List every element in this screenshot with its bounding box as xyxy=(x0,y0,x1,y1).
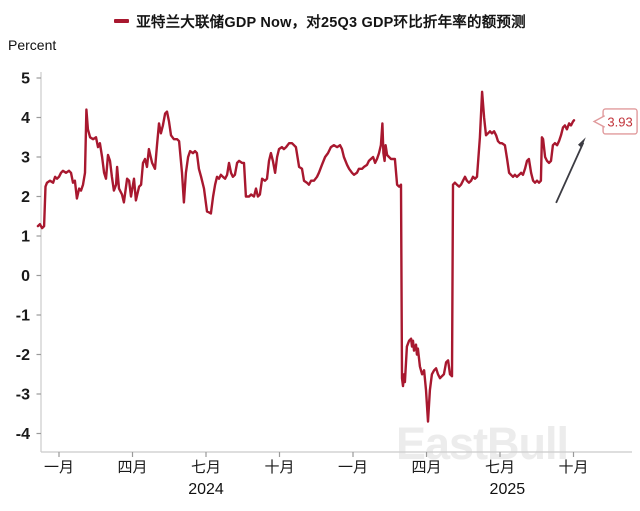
y-tick-label: 1 xyxy=(21,229,30,246)
gdpnow-line xyxy=(36,90,576,423)
y-tick-label: 5 xyxy=(21,71,30,88)
y-axis-title: Percent xyxy=(8,37,57,53)
y-tick-label: -2 xyxy=(16,347,30,364)
trend-arrow-shaft xyxy=(555,142,585,204)
x-tick-label: 四月 xyxy=(117,459,147,476)
trend-arrow-head xyxy=(578,137,586,148)
y-tick-label: -4 xyxy=(16,426,30,443)
year-label: 2025 xyxy=(490,481,526,498)
x-tick-label: 七月 xyxy=(191,459,221,476)
x-tick-label: 十月 xyxy=(264,459,294,476)
legend: 亚特兰大联储GDP Now，对25Q3 GDP环比折年率的额预测 xyxy=(0,10,640,32)
x-tick-label: 十月 xyxy=(558,459,588,476)
x-tick-label: 七月 xyxy=(485,459,515,476)
x-tick-label: 一月 xyxy=(338,459,368,476)
value-callout: 3.93 xyxy=(592,108,638,135)
legend-line-marker xyxy=(114,19,130,23)
y-tick-label: -3 xyxy=(16,387,30,404)
y-tick-label: -1 xyxy=(16,308,30,325)
x-tick-label: 四月 xyxy=(411,459,441,476)
callout-notch-fill xyxy=(594,115,605,128)
callout-value-label: 3.93 xyxy=(607,114,632,129)
year-label: 2024 xyxy=(188,481,224,498)
y-tick-label: 3 xyxy=(21,150,30,167)
x-tick-label: 一月 xyxy=(44,459,74,476)
y-tick-label: 4 xyxy=(21,110,30,127)
y-tick-label: 2 xyxy=(21,189,30,206)
callout-notch-edge xyxy=(592,115,606,128)
legend-label: 亚特兰大联储GDP Now，对25Q3 GDP环比折年率的额预测 xyxy=(136,14,526,31)
watermark: EastBull xyxy=(396,418,569,469)
y-tick-label: 0 xyxy=(21,268,30,285)
